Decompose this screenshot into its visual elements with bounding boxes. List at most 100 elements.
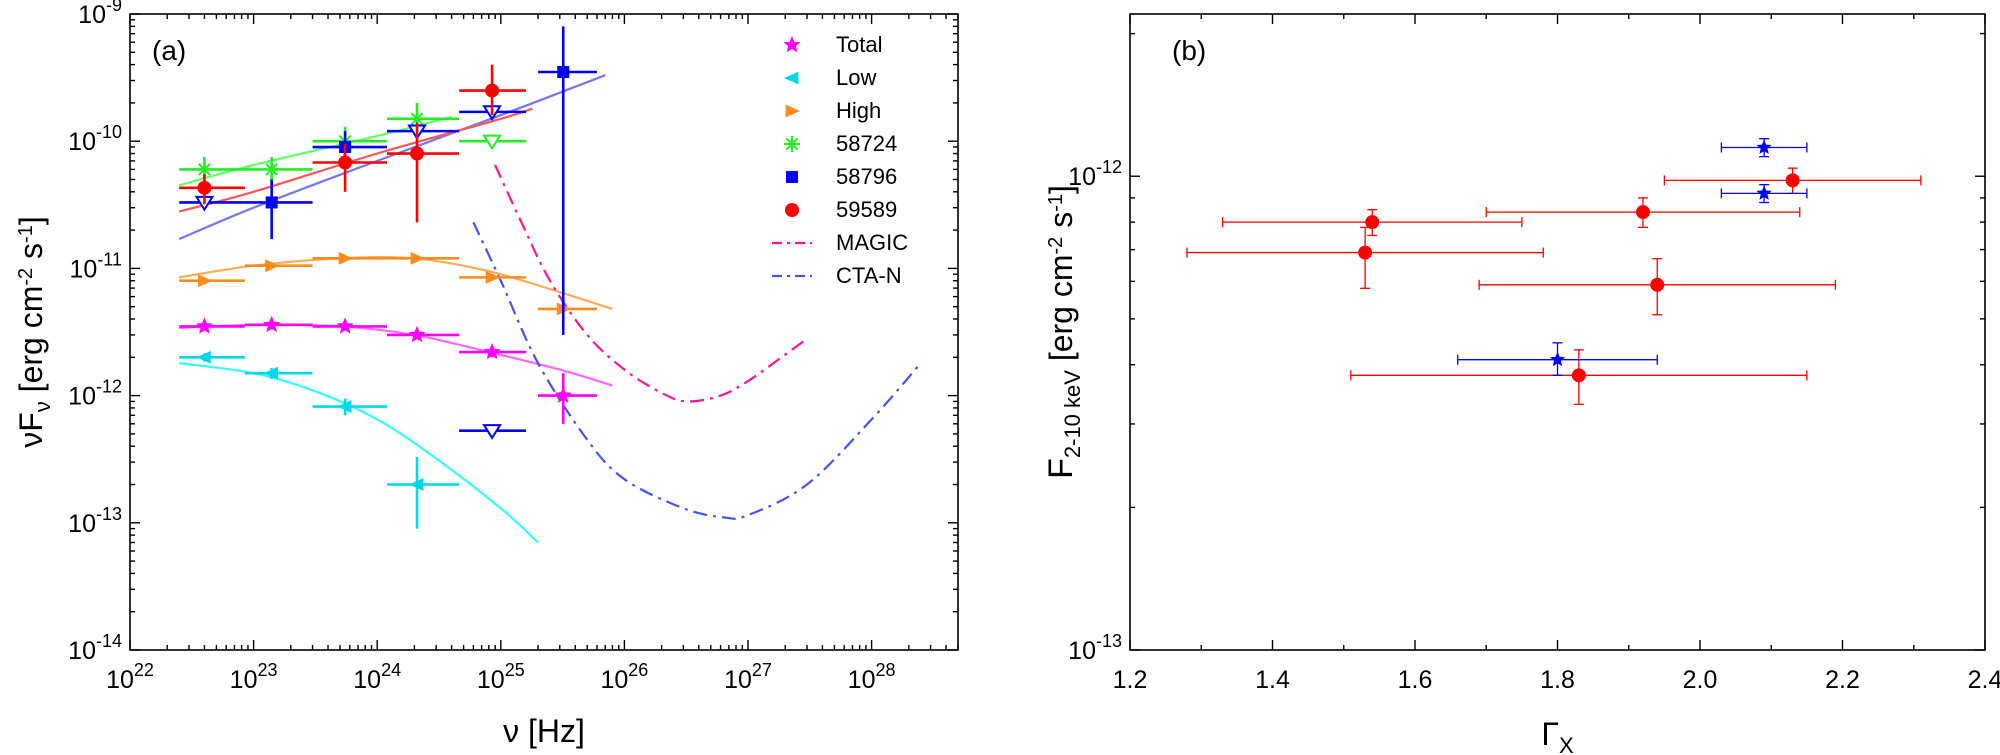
data-point [485, 270, 501, 284]
curve-59589-model [178, 107, 533, 213]
data-point [485, 83, 500, 98]
data-point [1650, 277, 1665, 292]
x-tick-label: 1028 [848, 660, 896, 694]
panel-b-data-points [1186, 138, 1922, 405]
y-tick-label: 10-12 [68, 377, 122, 411]
y-tick-label: 10-12 [1068, 157, 1122, 191]
legend-label: High [836, 98, 881, 123]
panel-b-plot-frame [1129, 13, 1986, 651]
data-point [409, 110, 426, 127]
legend-label: CTA-N [836, 263, 902, 288]
x-tick-label: 1027 [724, 660, 772, 694]
panel-a-y-axis-label: νFν [erg cm-2 s-1] [13, 216, 55, 448]
upper-limit-point [482, 424, 502, 440]
x-tick-label: 1.8 [1540, 666, 1575, 694]
data-point [408, 325, 426, 343]
panel-a-x-axis-label: ν [Hz] [503, 713, 585, 749]
x-tick-label: 1024 [353, 660, 401, 694]
legend-marker [784, 136, 800, 152]
y-tick-label: 10-13 [1068, 631, 1122, 665]
panel-b-x-axis-label: ΓX [1541, 716, 1574, 755]
data-point [336, 317, 354, 334]
data-point [1571, 368, 1586, 383]
series-red [1186, 167, 1922, 405]
data-point [337, 400, 352, 413]
x-tick-label: 1.4 [1255, 666, 1290, 694]
data-point [1785, 173, 1800, 188]
data-point [263, 161, 280, 178]
legend-marker [783, 36, 801, 53]
x-tick-label: 2.0 [1683, 666, 1718, 694]
data-point [338, 155, 353, 170]
y-tick-label: 10-14 [68, 631, 122, 665]
curve-low-model [179, 362, 539, 544]
x-tick-label: 1023 [230, 660, 278, 694]
panel-a-legend: Total Low High 58724 58796 59589 MAGIC CTA-N [772, 32, 908, 288]
data-point [197, 180, 212, 195]
data-point [1756, 185, 1772, 200]
data-point [1358, 245, 1373, 260]
y-tick-label: 10-9 [78, 0, 122, 29]
x-tick-label: 1025 [477, 660, 525, 694]
data-point [196, 161, 213, 178]
data-point [483, 343, 501, 360]
series-58796 [179, 26, 597, 440]
legend-label: MAGIC [836, 230, 908, 255]
x-tick-label: 2.4 [1968, 666, 2000, 694]
y-tick-label: 10-10 [68, 122, 122, 156]
data-point [1549, 351, 1566, 367]
curve-cta-n [472, 221, 922, 520]
x-tick-label: 1022 [106, 660, 154, 694]
series-blue [1457, 138, 1808, 376]
data-point [263, 315, 281, 333]
panel-b-chart: 1.2 1.4 1.6 1.8 2.0 2.2 2.4 10-13 10-12 (b) ΓX F… [1042, 13, 2000, 755]
panel-a-data-points [179, 26, 597, 529]
data-point [265, 196, 278, 209]
data-point [263, 366, 279, 380]
data-point [557, 65, 570, 78]
legend-marker [785, 203, 799, 217]
legend-label: 59589 [836, 197, 897, 222]
legend-marker [784, 71, 799, 85]
data-point [1636, 205, 1650, 220]
panel-a-chart: 1022 1023 1024 1025 1026 1027 1028 10-14 10-13 10… [13, 0, 959, 749]
series-59589 [179, 64, 527, 223]
legend-label: 58724 [836, 131, 897, 156]
data-point [554, 386, 572, 403]
panel-b-y-axis-label: F2-10 keV [erg cm-2 s-1] [1042, 185, 1085, 479]
data-point [196, 350, 211, 364]
legend-label: Low [836, 65, 876, 90]
y-tick-label: 10-13 [68, 504, 122, 538]
x-tick-label: 1.6 [1398, 666, 1433, 694]
series-low [179, 350, 460, 529]
data-point [1756, 139, 1772, 154]
x-tick-label: 1026 [600, 660, 648, 694]
panel-b-tag: (b) [1172, 35, 1206, 66]
series-high [179, 251, 597, 320]
data-point [1365, 215, 1380, 230]
panel-a-ticks: 1022 1023 1024 1025 1026 1027 1028 10-14 10-13 10… [68, 0, 959, 694]
legend-label: 58796 [836, 164, 897, 189]
data-point [410, 251, 426, 265]
panel-a-tag: (a) [152, 35, 186, 66]
data-point [265, 259, 280, 273]
x-tick-label: 1.2 [1113, 666, 1148, 694]
curve-58796-model [178, 74, 606, 241]
data-point [410, 146, 425, 161]
data-point [198, 274, 213, 288]
x-tick-label: 2.2 [1825, 666, 1860, 694]
data-point [409, 478, 424, 491]
legend-marker [785, 104, 800, 118]
legend-marker [786, 171, 798, 183]
data-point [195, 317, 213, 334]
series-total [179, 315, 597, 424]
upper-limit-point [482, 134, 502, 151]
legend-label: Total [836, 32, 882, 57]
panel-a-plot-frame [129, 13, 959, 651]
curve-high-model [179, 255, 613, 310]
y-tick-label: 10-11 [70, 249, 123, 283]
series-58724 [179, 102, 527, 186]
data-point [338, 251, 354, 265]
panel-b-ticks: 1.2 1.4 1.6 1.8 2.0 2.2 2.4 10-13 10-12 [1068, 14, 2000, 694]
